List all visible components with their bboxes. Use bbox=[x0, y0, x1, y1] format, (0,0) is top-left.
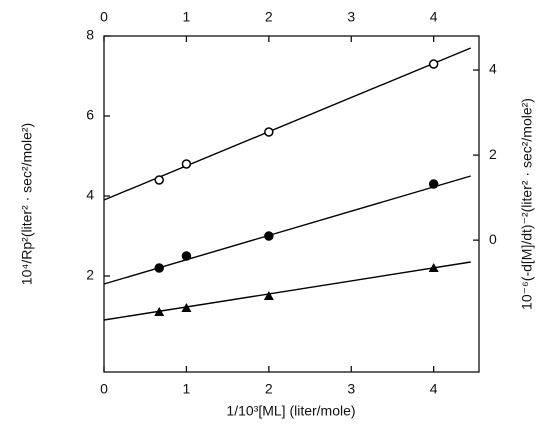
x-tick-label: 3 bbox=[347, 381, 355, 397]
point bbox=[264, 231, 274, 241]
point bbox=[181, 159, 192, 169]
x-top-tick-label: 4 bbox=[430, 9, 438, 25]
point bbox=[154, 175, 164, 185]
point bbox=[428, 59, 439, 69]
fit-line bbox=[103, 47, 472, 201]
point bbox=[428, 263, 439, 272]
y2-tick-label: 2 bbox=[489, 146, 497, 162]
point bbox=[154, 263, 164, 273]
point bbox=[263, 291, 274, 300]
x-top-tick-label: 1 bbox=[183, 9, 191, 25]
point bbox=[181, 251, 192, 261]
x-top-tick-label: 2 bbox=[265, 9, 273, 25]
y2-tick-label: 0 bbox=[489, 231, 497, 247]
y-axis-label: 10⁴/Rp²(liter² · sec²/mole²) bbox=[19, 123, 35, 285]
x-top-tick-label: 3 bbox=[347, 9, 355, 25]
plot-frame bbox=[103, 35, 480, 373]
x-tick-label: 0 bbox=[100, 381, 108, 397]
point bbox=[181, 303, 192, 312]
x-top-tick-label: 0 bbox=[100, 9, 108, 25]
point bbox=[154, 307, 165, 316]
x-tick-label: 2 bbox=[265, 381, 273, 397]
fit-line bbox=[103, 175, 471, 285]
point bbox=[264, 127, 274, 137]
y-tick-label: 4 bbox=[86, 187, 94, 203]
x-tick-label: 1 bbox=[183, 381, 191, 397]
x-tick-label: 4 bbox=[430, 381, 438, 397]
y-tick-label: 6 bbox=[86, 107, 94, 123]
y2-tick-label: 4 bbox=[489, 61, 497, 77]
x-axis-label: 1/10³[ML] (liter/mole) bbox=[226, 403, 355, 419]
y2-axis-label: 10⁻⁶(-d[M]/dt)⁻²(liter² · sec²/mole²) bbox=[519, 98, 535, 310]
y-tick-label: 2 bbox=[86, 267, 94, 283]
y-tick-label: 8 bbox=[86, 27, 94, 43]
point bbox=[428, 179, 439, 189]
fit-line bbox=[103, 261, 471, 321]
